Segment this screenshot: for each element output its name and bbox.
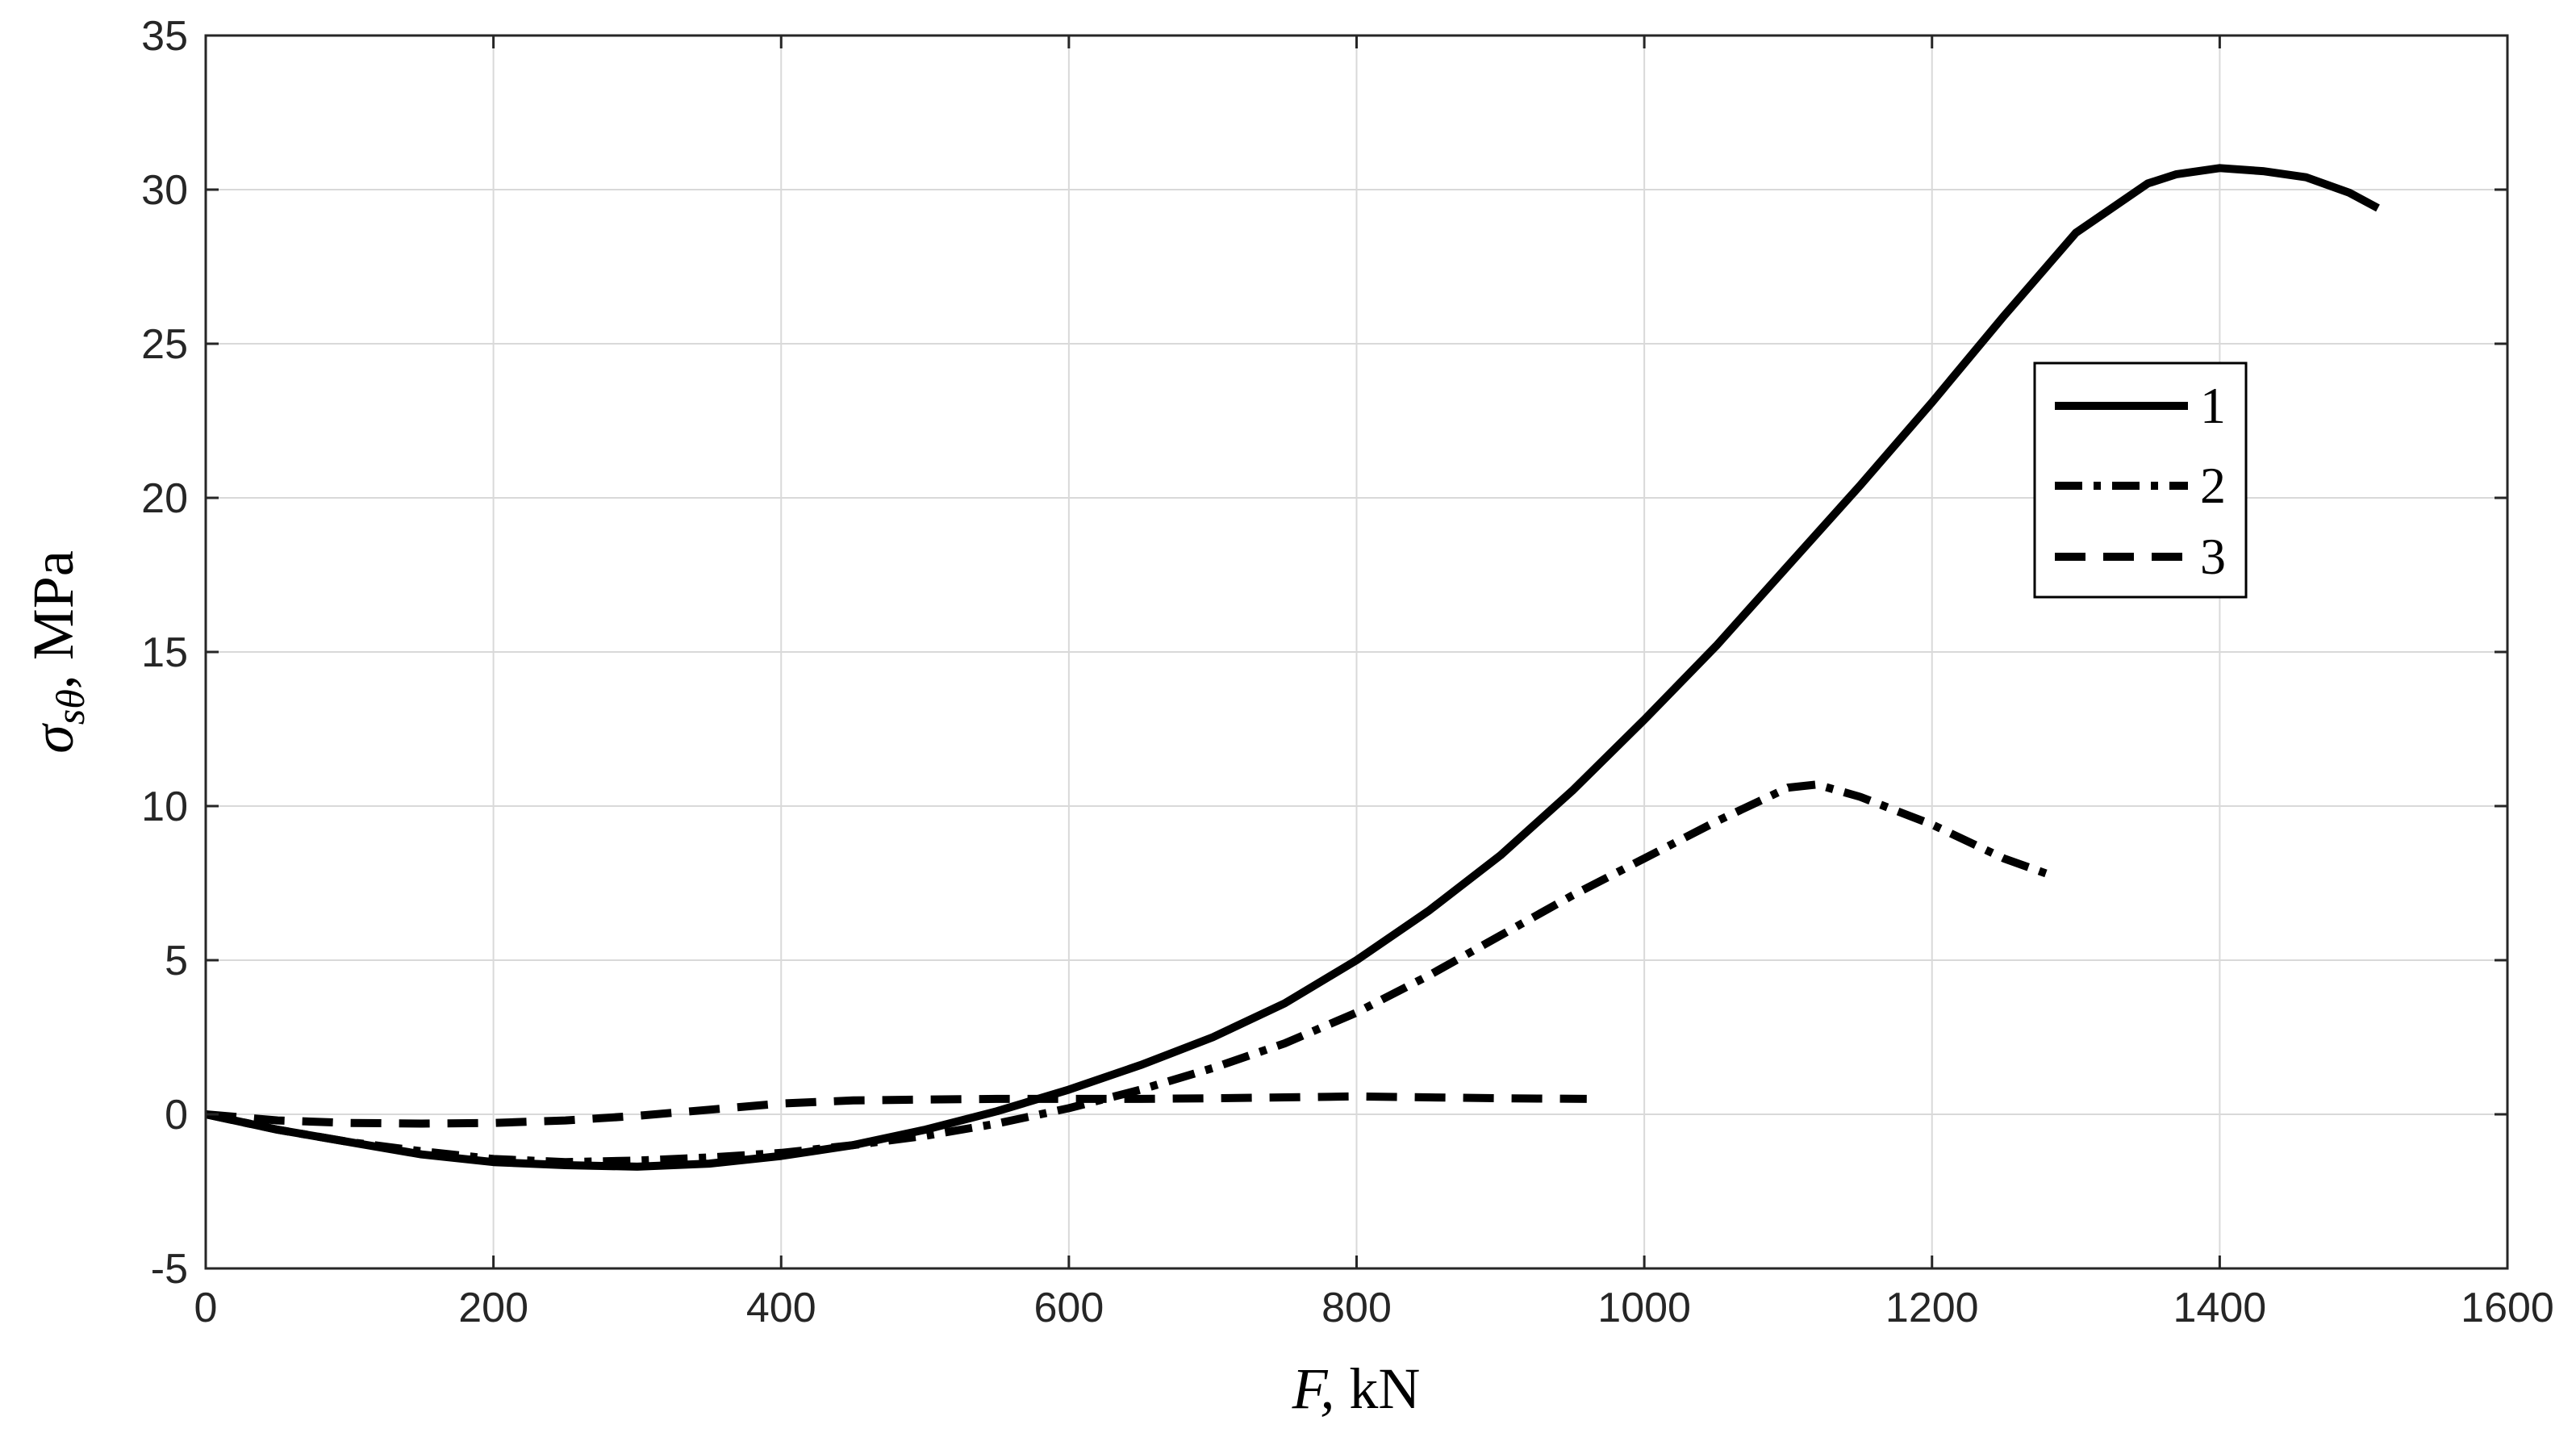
y-axis-label: σsθ, MPa	[21, 550, 93, 754]
y-tick-label: 30	[141, 167, 188, 214]
y-tick-label: 0	[165, 1092, 188, 1139]
x-axis-label-unit: kN	[1334, 1356, 1420, 1421]
legend: 1 2 3	[2033, 361, 2248, 599]
x-tick-label: 600	[1033, 1285, 1104, 1331]
grid	[205, 35, 2508, 1269]
x-tick-label: 1000	[1597, 1285, 1691, 1331]
series-3-line	[205, 1092, 1587, 1128]
x-tick-label: 400	[746, 1285, 816, 1331]
x-tick-label: 800	[1321, 1285, 1392, 1331]
y-axis-label-sub: sθ	[48, 689, 93, 725]
x-tick-label: 1200	[1885, 1285, 1979, 1331]
x-tick-label: 1600	[2461, 1285, 2554, 1331]
y-tick-label: 20	[141, 475, 188, 522]
y-tick-label: 10	[141, 783, 188, 830]
y-axis-label-unit: , MPa	[21, 550, 86, 689]
legend-label-1: 1	[2200, 377, 2226, 434]
legend-label-2: 2	[2200, 457, 2226, 514]
x-axis-label-var: F,	[1292, 1356, 1335, 1421]
ticks: 0 200 400 600 800 1000 1200 1400 1600-5051015202…	[141, 13, 2554, 1331]
x-tick-label: 1400	[2173, 1285, 2267, 1331]
x-tick-label: 200	[458, 1285, 528, 1331]
y-tick-label: 5	[165, 938, 188, 984]
y-tick-label: 15	[141, 629, 188, 676]
y-tick-label: 35	[141, 13, 188, 60]
series-1-line	[204, 164, 2380, 1171]
y-tick-label: -5	[151, 1246, 188, 1293]
series-2-line	[204, 780, 2049, 1167]
y-axis-label-var: σ	[21, 723, 86, 754]
legend-label-3: 3	[2200, 528, 2226, 585]
y-tick-label: 25	[141, 321, 188, 368]
series-layer	[204, 164, 2380, 1171]
x-tick-label: 0	[194, 1285, 218, 1331]
x-axis-label: F, kN	[1292, 1356, 1421, 1421]
